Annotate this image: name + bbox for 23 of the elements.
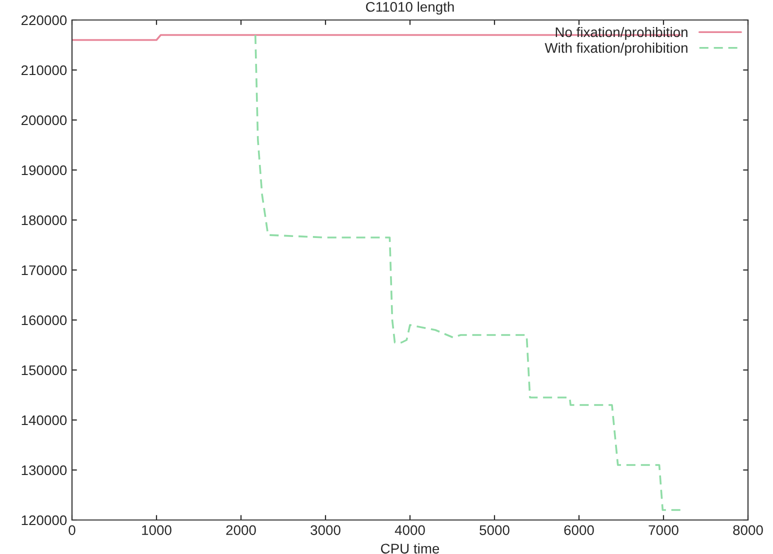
legend-label: With fixation/prohibition <box>544 42 688 56</box>
x-tick-label: 7000 <box>648 525 678 536</box>
x-tick-label: 8000 <box>733 525 763 536</box>
y-tick-label: 210000 <box>21 65 67 76</box>
chart-title: C11010 length <box>366 2 454 15</box>
y-tick-label: 140000 <box>22 415 67 426</box>
y-tick-label: 190000 <box>22 165 67 176</box>
x-tick-label: 3000 <box>310 525 340 536</box>
x-tick-label: 0 <box>68 525 76 536</box>
y-tick-label: 200000 <box>21 115 67 126</box>
x-tick-label: 5000 <box>480 525 510 536</box>
x-tick-label: 6000 <box>564 525 594 536</box>
y-tick-label: 170000 <box>22 265 67 276</box>
y-tick-label: 180000 <box>22 215 67 226</box>
y-tick-label: 160000 <box>22 315 67 326</box>
x-tick-label: 2000 <box>226 525 256 536</box>
y-tick-label: 120000 <box>22 515 67 526</box>
x-tick-label: 4000 <box>394 525 425 536</box>
y-tick-label: 130000 <box>22 465 67 476</box>
y-tick-label: 220000 <box>21 15 67 26</box>
y-tick-label: 150000 <box>22 365 67 376</box>
x-axis-title: CPU time <box>380 543 440 554</box>
x-tick-label: 1000 <box>142 525 172 536</box>
